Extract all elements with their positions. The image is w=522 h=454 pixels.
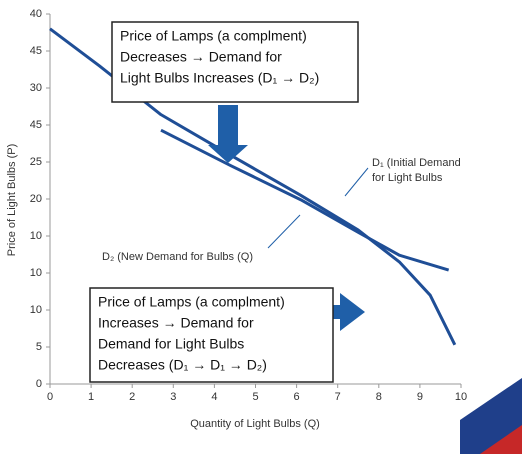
x-tick-label: 10	[455, 391, 467, 403]
x-tick-label: 2	[129, 391, 135, 403]
series-label: D₂ (New Demand for Bulbs (Q)	[102, 251, 253, 263]
demand-curve	[160, 128, 450, 272]
x-tick-label: 0	[47, 391, 53, 403]
annotation-text: Decreases → Demand for	[120, 49, 282, 65]
shift-arrow	[325, 293, 365, 331]
y-tick-label: 40	[30, 8, 42, 20]
x-tick-label: 7	[335, 391, 341, 403]
series-label: D₁ (Initial Demand for Light Bulbs	[372, 157, 461, 184]
x-axis-title: Quantity of Light Bulbs (Q)	[190, 418, 320, 430]
corner-decoration	[480, 425, 522, 454]
annotation-text: Demand for Light Bulbs	[98, 336, 244, 352]
x-tick-label: 8	[376, 391, 382, 403]
y-tick-label: 10	[30, 267, 42, 279]
pointer	[344, 167, 369, 197]
annotation-box: Price of Lamps (a complment) Decreases → …	[111, 21, 359, 103]
annotation-text: Increases → Demand for	[98, 315, 254, 331]
y-tick-label: 25	[30, 156, 42, 168]
x-tick-label: 5	[252, 391, 258, 403]
annotation-frame	[111, 21, 359, 103]
x-tick-label: 6	[294, 391, 300, 403]
y-tick-label: 10	[30, 304, 42, 316]
annotation-text: Price of Lamps (a complment)	[98, 294, 285, 310]
y-tick-label: 45	[30, 45, 42, 57]
y-tick-label: 10	[30, 230, 42, 242]
annotation-frame	[89, 287, 334, 383]
x-tick-label: 1	[88, 391, 94, 403]
corner-decoration	[460, 378, 522, 454]
shift-arrow	[208, 105, 248, 163]
y-tick-label: 0	[36, 378, 42, 390]
y-axis-title: Price of Light Bulbs (P)	[6, 144, 18, 257]
y-tick-label: 30	[30, 82, 42, 94]
x-tick-label: 3	[170, 391, 176, 403]
x-tick-label: 9	[417, 391, 423, 403]
y-tick-label: 5	[36, 341, 42, 353]
pointer	[267, 214, 301, 249]
annotation-box: Price of Lamps (a complment) Increases → …	[89, 287, 334, 383]
x-tick-label: 4	[211, 391, 217, 403]
annotation-text: Light Bulbs Increases (D₁ → D₂)	[120, 70, 319, 86]
annotation-text: Price of Lamps (a complment)	[120, 28, 307, 44]
y-tick-label: 45	[30, 119, 42, 131]
y-tick-label: 20	[30, 193, 42, 205]
annotation-text: Decreases (D₁ → D₁ → D₂)	[98, 357, 267, 373]
